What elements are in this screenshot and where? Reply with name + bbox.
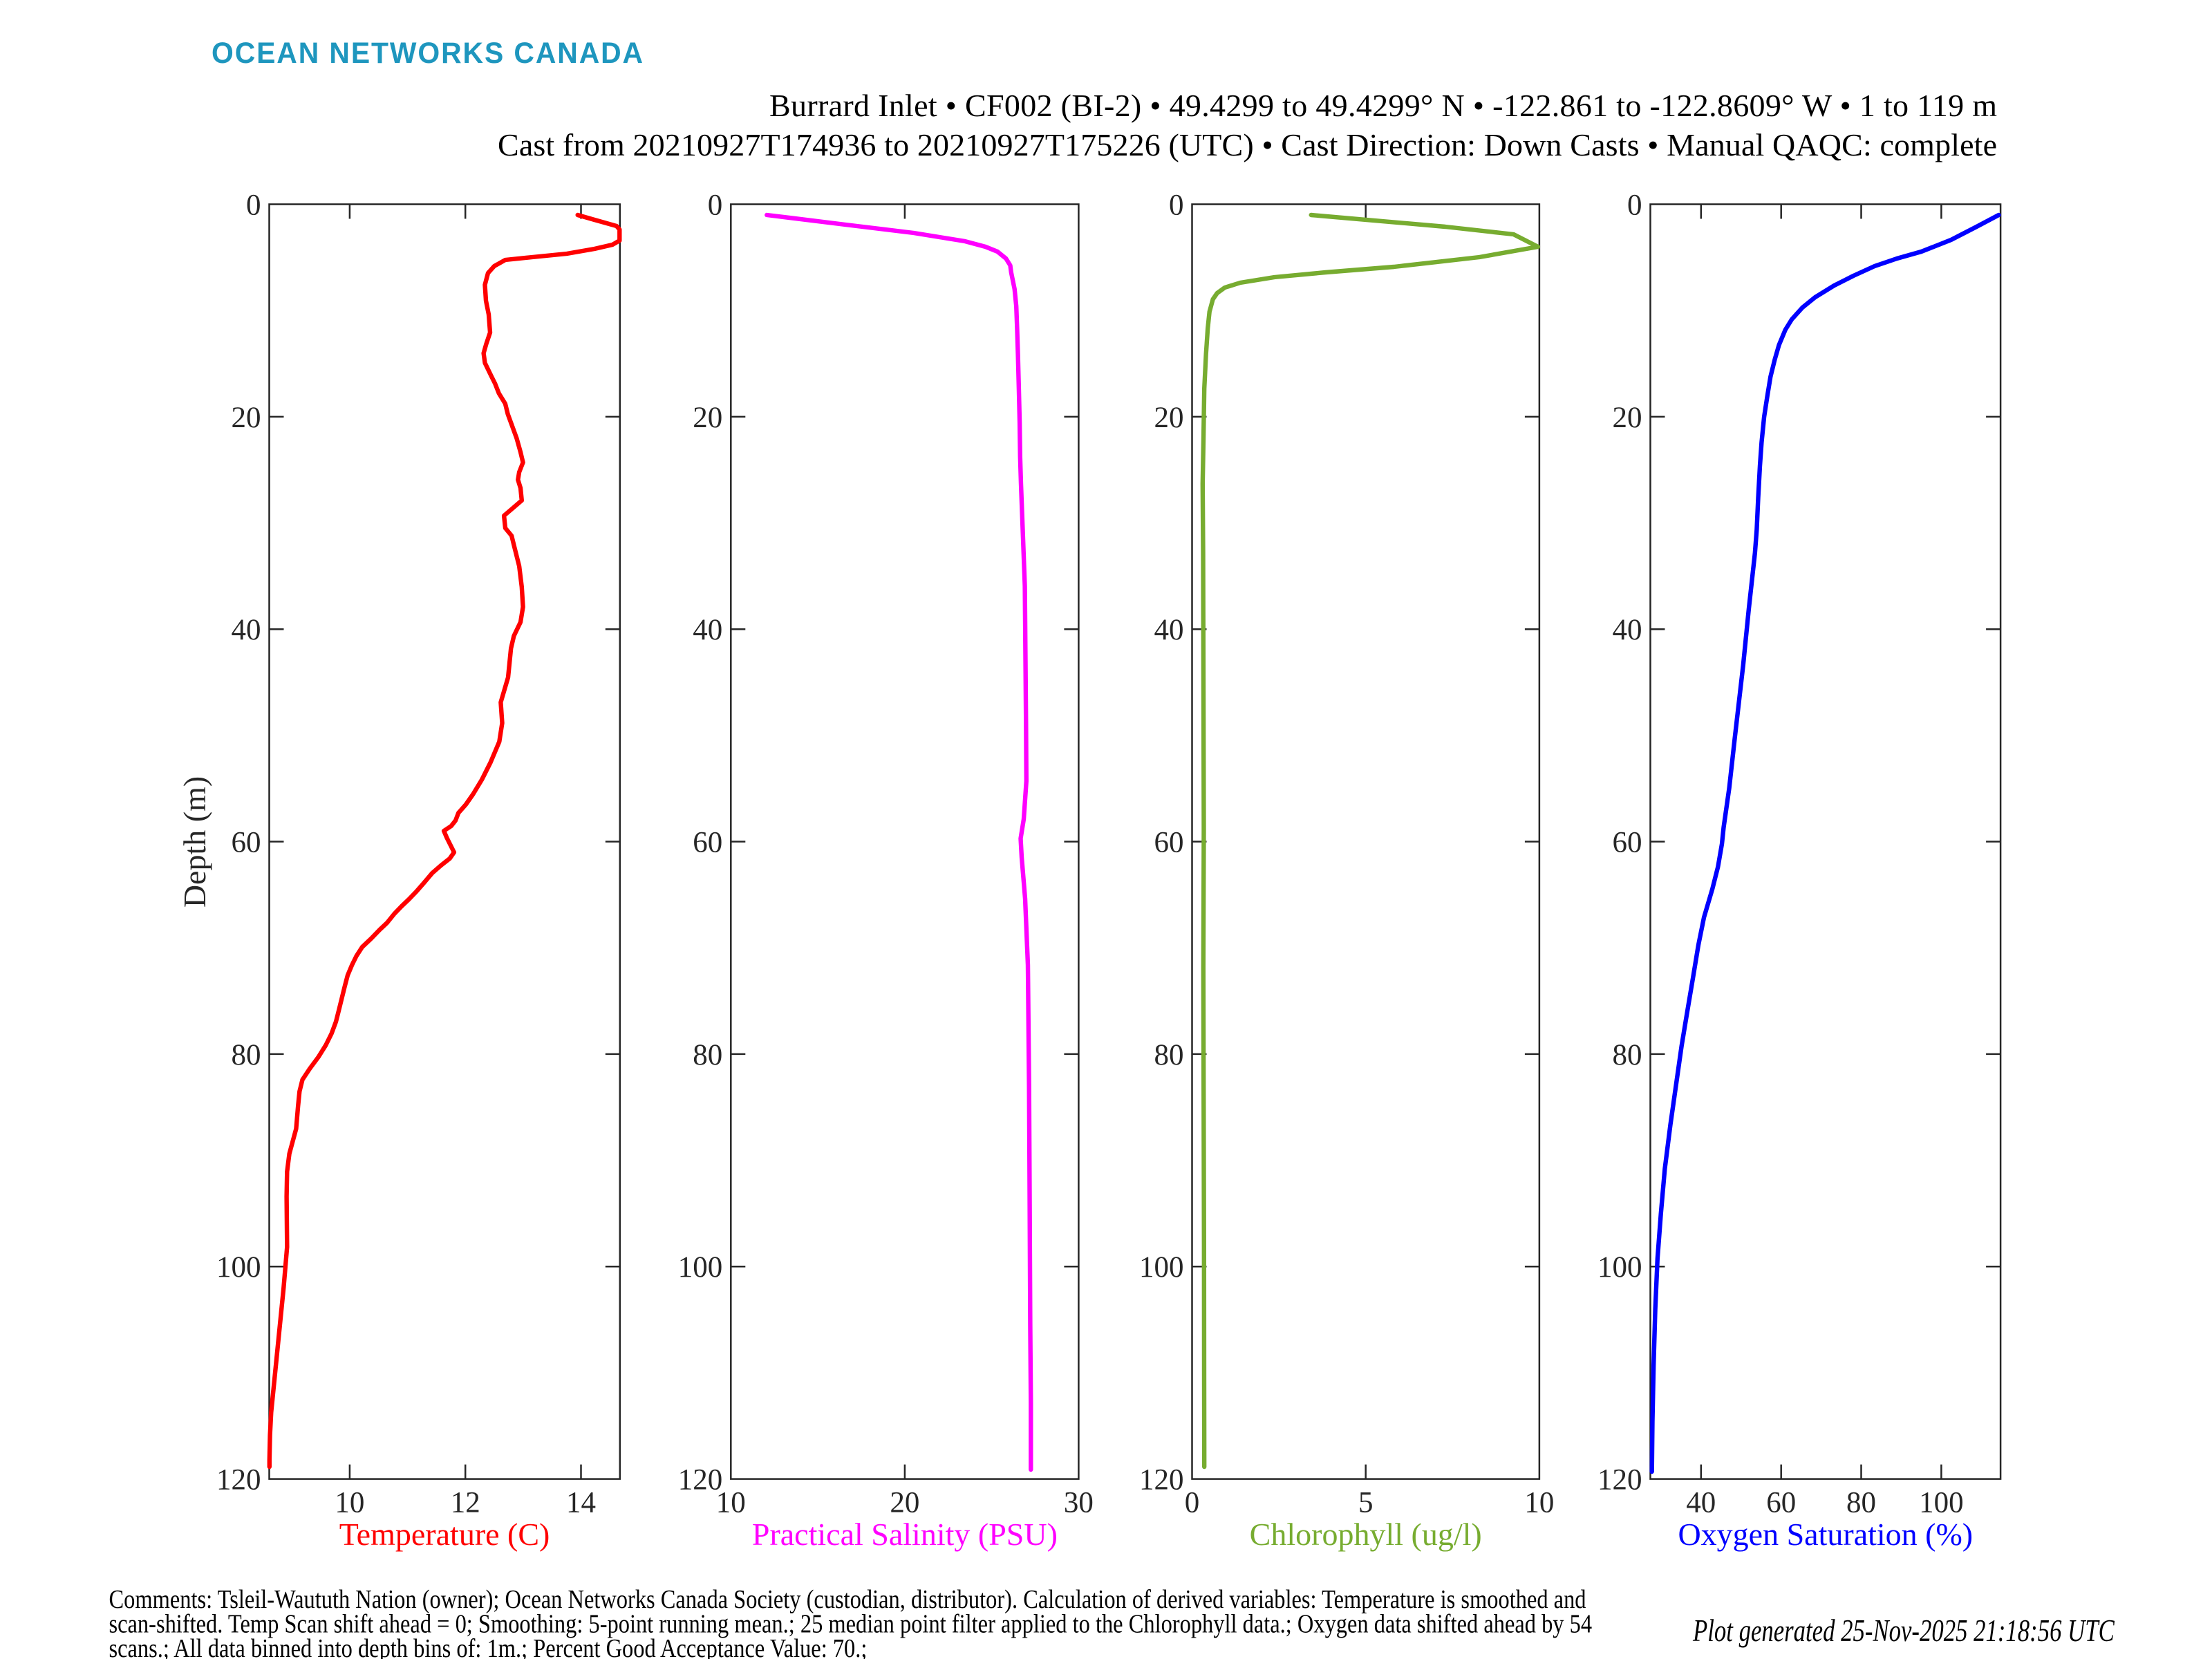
svg-text:80: 80 — [1154, 1039, 1184, 1071]
svg-text:60: 60 — [693, 827, 722, 859]
svg-text:60: 60 — [232, 827, 261, 859]
svg-text:0: 0 — [246, 189, 261, 222]
svg-text:40: 40 — [1613, 614, 1642, 646]
svg-text:Comments: Tsleil-Waututh Nati: Comments: Tsleil-Waututh Nation (owner);… — [109, 1585, 1586, 1614]
svg-text:100: 100 — [1919, 1487, 1964, 1519]
svg-text:120: 120 — [678, 1464, 723, 1497]
svg-text:Chlorophyll (ug/l): Chlorophyll (ug/l) — [1250, 1517, 1482, 1552]
svg-text:10: 10 — [716, 1487, 746, 1519]
svg-text:120: 120 — [1139, 1464, 1184, 1497]
svg-text:60: 60 — [1613, 827, 1642, 859]
svg-text:10: 10 — [1524, 1487, 1554, 1519]
svg-text:0: 0 — [708, 189, 723, 222]
svg-text:0: 0 — [1627, 189, 1642, 222]
svg-text:100: 100 — [1597, 1251, 1642, 1284]
svg-text:0: 0 — [1169, 189, 1184, 222]
svg-text:40: 40 — [1686, 1487, 1716, 1519]
svg-text:80: 80 — [1846, 1487, 1876, 1519]
svg-text:Plot generated 25-Nov-2025 21:: Plot generated 25-Nov-2025 21:18:56 UTC — [1692, 1613, 2115, 1648]
svg-text:14: 14 — [566, 1487, 596, 1519]
svg-text:80: 80 — [1613, 1039, 1642, 1071]
svg-text:20: 20 — [1613, 402, 1642, 434]
svg-text:40: 40 — [693, 614, 722, 646]
svg-text:80: 80 — [232, 1039, 261, 1071]
svg-text:20: 20 — [693, 402, 722, 434]
svg-text:20: 20 — [1154, 402, 1184, 434]
svg-text:Oxygen Saturation (%): Oxygen Saturation (%) — [1678, 1517, 1973, 1552]
svg-text:20: 20 — [232, 402, 261, 434]
svg-text:10: 10 — [335, 1487, 364, 1519]
svg-text:0: 0 — [1185, 1487, 1200, 1519]
svg-text:60: 60 — [1766, 1487, 1796, 1519]
svg-text:100: 100 — [1139, 1251, 1184, 1284]
svg-text:100: 100 — [678, 1251, 723, 1284]
svg-text:100: 100 — [216, 1251, 261, 1284]
svg-text:scan-shifted. Temp Scan shift: scan-shifted. Temp Scan shift ahead = 0;… — [109, 1609, 1593, 1638]
svg-text:Practical Salinity (PSU): Practical Salinity (PSU) — [752, 1517, 1058, 1552]
svg-text:20: 20 — [890, 1487, 919, 1519]
svg-text:40: 40 — [232, 614, 261, 646]
svg-text:30: 30 — [1064, 1487, 1094, 1519]
svg-text:scans.; All data binned into d: scans.; All data binned into depth bins … — [109, 1634, 868, 1659]
svg-text:40: 40 — [1154, 614, 1184, 646]
svg-text:Cast from 20210927T174936 to 2: Cast from 20210927T174936 to 20210927T17… — [498, 127, 1997, 162]
svg-text:120: 120 — [1597, 1464, 1642, 1497]
svg-text:120: 120 — [216, 1464, 261, 1497]
svg-text:OCEAN NETWORKS CANADA: OCEAN NETWORKS CANADA — [212, 37, 644, 70]
svg-text:Depth (m): Depth (m) — [177, 776, 212, 908]
svg-text:5: 5 — [1358, 1487, 1374, 1519]
svg-text:60: 60 — [1154, 827, 1184, 859]
svg-text:Temperature (C): Temperature (C) — [339, 1517, 550, 1552]
svg-text:Burrard Inlet • CF002 (BI-2) •: Burrard Inlet • CF002 (BI-2) • 49.4299 t… — [769, 88, 1997, 123]
svg-text:80: 80 — [693, 1039, 722, 1071]
svg-text:12: 12 — [451, 1487, 480, 1519]
